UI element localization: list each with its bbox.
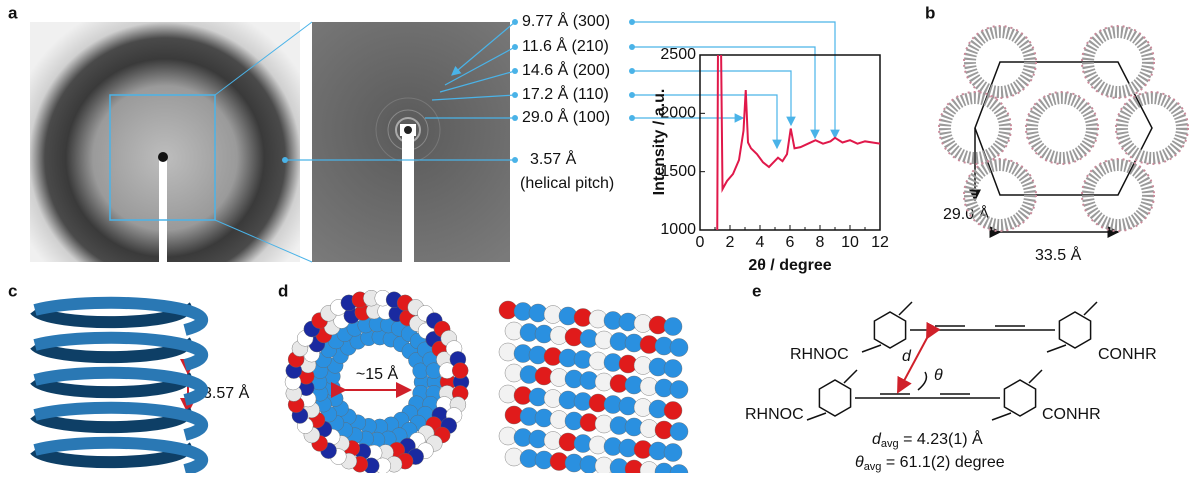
x-tick-label: 0	[696, 234, 705, 251]
structure-labels: RHNOC CONHR RHNOC CONHR d θ davg = 4.23(…	[745, 346, 1157, 473]
atom	[670, 423, 688, 441]
distance-label: 33.5 Å	[1035, 245, 1082, 264]
reflection-label: 17.2 Å (110)	[522, 84, 609, 103]
reflection-label: 11.6 Å (210)	[522, 36, 609, 55]
group-label: RHNOC	[745, 406, 804, 423]
atom	[670, 339, 688, 357]
group-label: CONHR	[1098, 346, 1157, 363]
benzene-ring	[874, 312, 905, 348]
pitch-label: 3.57 Å	[530, 149, 577, 168]
benzene-ring	[1059, 312, 1090, 348]
figure: a b c d e 9.77 Å (300) 11.6 Å (210) 14.6…	[0, 0, 1189, 473]
panel-label: d	[278, 281, 288, 300]
x-tick-label: 8	[816, 234, 825, 251]
pitch-label: 3.57 Å	[203, 383, 250, 402]
reflection-label: 9.77 Å (300)	[522, 11, 610, 30]
d-average: davg = 4.23(1) Å	[872, 429, 983, 450]
x-tick-label: 12	[871, 234, 889, 251]
diffraction-image	[30, 22, 312, 262]
atom	[664, 402, 682, 420]
bond	[899, 302, 912, 315]
theta-average: θavg = 61.1(2) degree	[855, 454, 1005, 473]
text: = 4.23(1) Å	[899, 429, 983, 448]
bond	[1029, 370, 1042, 383]
bond	[1084, 302, 1097, 315]
bond	[807, 413, 826, 420]
benzene-ring	[1004, 380, 1035, 416]
x-axis-label: 2θ / degree	[748, 257, 831, 274]
y-tick-label: 1500	[660, 163, 696, 180]
x-tick-label: 10	[841, 234, 859, 251]
pore-label: ~15 Å	[356, 364, 399, 383]
panel-label: b	[925, 3, 935, 22]
y-tick-label: 2500	[660, 46, 696, 63]
benzene-ring	[819, 380, 850, 416]
space-filling-models	[285, 290, 688, 473]
reflection-label: 14.6 Å (200)	[522, 60, 610, 79]
atom	[664, 444, 682, 462]
atom	[664, 360, 682, 378]
bond	[1047, 345, 1066, 352]
pore-annotation: ~15 Å	[345, 364, 410, 390]
group-label: CONHR	[1042, 406, 1101, 423]
atom	[664, 318, 682, 336]
reflection-label: 29.0 Å (100)	[522, 107, 610, 126]
zoom-image	[312, 22, 510, 262]
atom	[670, 381, 688, 399]
x-tick-label: 2	[726, 234, 735, 251]
pitch-note: (helical pitch)	[520, 175, 614, 192]
bond	[844, 370, 857, 383]
symbol: θ	[855, 454, 864, 471]
x-tick-label: 6	[786, 234, 795, 251]
x-tick-label: 4	[756, 234, 765, 251]
stacking-diagram	[807, 302, 1097, 420]
y-tick-label: 2000	[660, 105, 696, 122]
subscript: avg	[881, 438, 899, 450]
helix: 3.57 Å	[35, 303, 250, 470]
group-label: RHNOC	[790, 346, 849, 363]
panel-label: e	[752, 281, 761, 300]
subscript: avg	[864, 461, 882, 473]
text: = 61.1(2) degree	[881, 454, 1004, 471]
distance-symbol: d	[902, 348, 912, 365]
angle-symbol: θ	[934, 367, 943, 384]
panel-label: a	[8, 3, 18, 22]
atom	[452, 363, 468, 379]
bond	[992, 413, 1011, 420]
panel-label: c	[8, 281, 17, 300]
y-tick-label: 1000	[660, 221, 696, 238]
column	[1032, 98, 1092, 158]
atom	[670, 465, 688, 474]
hexagonal-packing: 29.0 Å 33.5 Å	[939, 26, 1188, 264]
bond	[862, 345, 881, 352]
